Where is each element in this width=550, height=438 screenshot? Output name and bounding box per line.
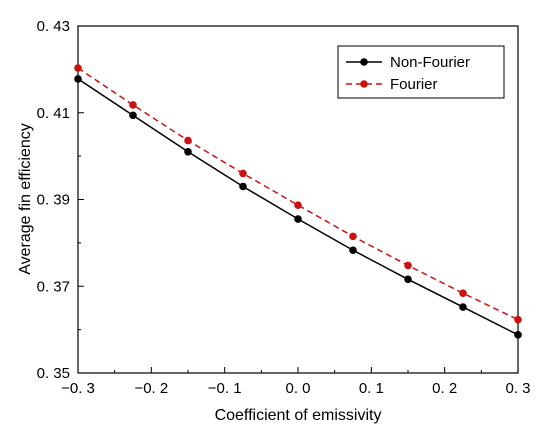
fourier-legend-marker — [360, 80, 368, 88]
x-tick-label: 0. 0 — [285, 380, 310, 397]
fourier-point — [184, 136, 192, 145]
y-tick-label: 0. 37 — [37, 278, 70, 295]
series-layer — [74, 64, 522, 339]
x-tick-label: 0. 2 — [432, 380, 457, 397]
non-fourier-point — [294, 215, 302, 223]
legend-box — [337, 45, 505, 99]
x-tick-label: −0. 2 — [134, 380, 168, 397]
fourier-series-line — [77, 67, 519, 321]
fourier-legend-label: Fourier — [390, 76, 438, 93]
y-tick-label: 0. 41 — [37, 105, 70, 122]
x-tick-label: 0. 3 — [505, 380, 530, 397]
non-fourier-point — [514, 331, 522, 339]
fourier-point — [514, 315, 522, 324]
x-axis-title: Coefficient of emissivity — [215, 407, 382, 424]
fourier-point — [349, 232, 357, 241]
non-fourier-point — [349, 246, 357, 255]
x-tick-label: −0. 1 — [208, 380, 242, 397]
fourier-point — [459, 289, 467, 297]
legend: Non-Fourier Fourier — [337, 45, 505, 99]
non-fourier-point — [184, 147, 192, 156]
fourier-point — [294, 201, 302, 209]
non-fourier-legend-marker — [360, 58, 368, 66]
y-tick-label: 0. 35 — [37, 365, 70, 382]
y-tick-label: 0. 39 — [37, 192, 70, 209]
fourier-point — [404, 261, 412, 270]
non-fourier-point — [74, 75, 82, 83]
non-fourier-point — [129, 111, 137, 120]
fourier-point — [239, 169, 247, 178]
x-axis-ticks: −0. 3 −0. 2 −0. 1 0. 0 0. 1 0. 2 0. 3 — [61, 367, 531, 397]
fourier-point — [129, 101, 137, 109]
non-fourier-point — [404, 275, 412, 284]
non-fourier-point — [459, 303, 467, 311]
y-tick-label: 0. 43 — [37, 18, 70, 35]
x-tick-label: −0. 3 — [61, 380, 95, 397]
non-fourier-legend-label: Non-Fourier — [390, 54, 470, 71]
y-axis-ticks: 0. 35 0. 37 0. 39 0. 41 0. 43 — [37, 18, 84, 382]
fourier-point — [74, 64, 82, 72]
x-tick-label: 0. 1 — [359, 380, 384, 397]
non-fourier-point — [239, 182, 247, 191]
y-axis-title: Average fin efficiency — [17, 123, 34, 275]
